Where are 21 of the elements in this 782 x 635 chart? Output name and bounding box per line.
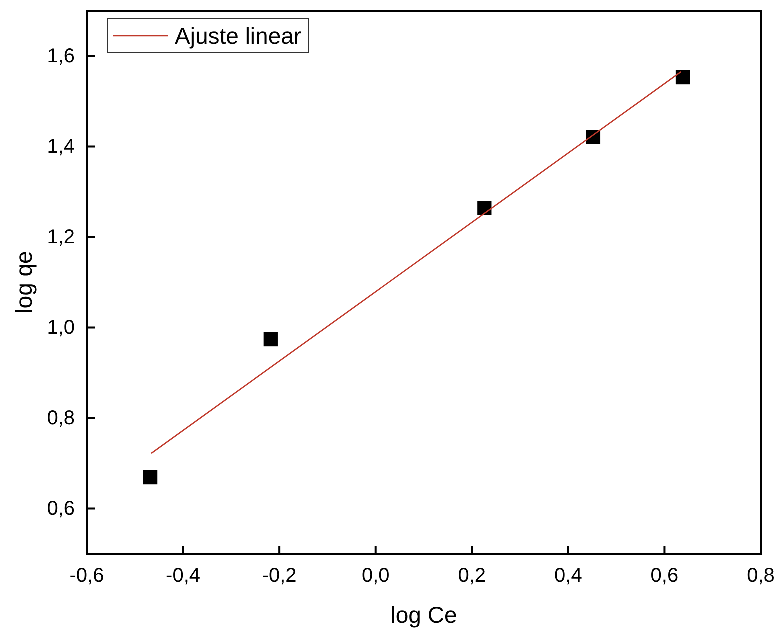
x-tick-label: 0,8 [747, 565, 775, 588]
y-tick-label: 1,2 [47, 226, 75, 249]
y-tick-label: 0,8 [47, 408, 75, 430]
y-tick-label: 1,4 [47, 136, 75, 158]
point [676, 70, 690, 85]
y-tick-label: 1,6 [47, 46, 75, 68]
x-axis-title: log Ce [390, 602, 458, 628]
x-tick-label: 0,4 [554, 565, 582, 588]
legend-label: Ajuste linear [175, 23, 302, 49]
y-tick-label: 0,6 [47, 498, 75, 520]
y-axis-title: log qe [11, 251, 37, 314]
x-tick-label: 0,6 [650, 565, 679, 588]
x-tick-label: -0,2 [262, 565, 297, 588]
x-tick-label: -0,4 [166, 565, 201, 588]
y-tick-label: 1,0 [47, 317, 75, 340]
x-tick-label: -0,6 [70, 565, 104, 588]
point [478, 201, 492, 216]
point [264, 332, 278, 347]
point [143, 470, 158, 485]
x-tick-label: 0,2 [458, 565, 486, 588]
x-tick-label: 0,0 [362, 565, 390, 588]
